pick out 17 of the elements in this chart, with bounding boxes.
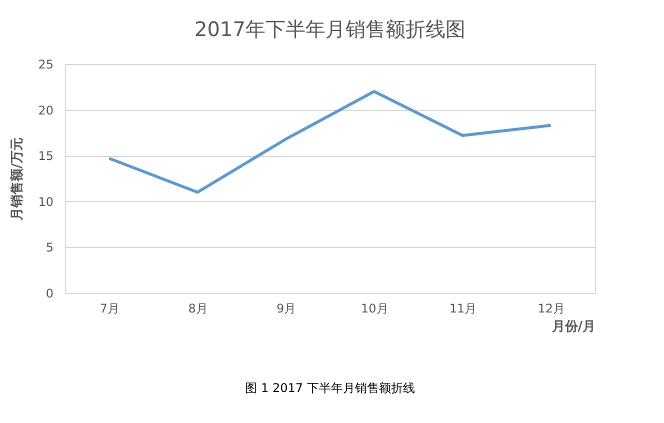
y-tick-label: 20 bbox=[38, 103, 54, 118]
y-tick-label: 25 bbox=[38, 58, 54, 72]
line-series bbox=[108, 90, 552, 194]
x-tick-label: 7月 bbox=[100, 302, 120, 316]
x-axis-title: 月份/月 bbox=[550, 320, 596, 334]
y-tick-label: 0 bbox=[46, 286, 54, 300]
x-tick-label: 12月 bbox=[538, 302, 565, 316]
x-tick-label: 9月 bbox=[276, 302, 296, 316]
x-tick-label: 8月 bbox=[188, 302, 208, 316]
x-tick-label: 10月 bbox=[361, 302, 388, 316]
chart-title: 2017年下半年月销售额折线图 bbox=[194, 17, 466, 41]
y-tick-label: 15 bbox=[38, 149, 54, 164]
caption: 图 1 2017 下半年月销售额折线 bbox=[245, 381, 415, 395]
y-axis-title: 月销售额/万元 bbox=[9, 138, 26, 222]
x-tick-label: 11月 bbox=[449, 302, 477, 316]
y-tick-label: 10 bbox=[38, 194, 54, 209]
y-tick-label: 5 bbox=[46, 240, 54, 255]
